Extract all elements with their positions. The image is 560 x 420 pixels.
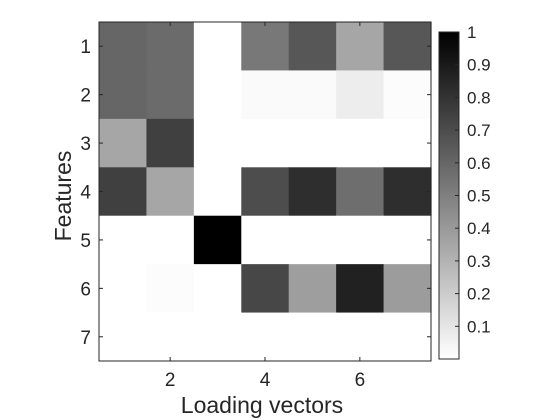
heatmap-cell — [193, 167, 242, 217]
heatmap-cell — [383, 167, 432, 217]
heatmap-cell — [288, 118, 337, 168]
colorbar-tick-label: 0.2 — [467, 285, 491, 304]
heatmap-cell — [241, 215, 290, 265]
colorbar-tick-label: 0.3 — [467, 252, 491, 271]
heatmap-cell — [241, 167, 290, 217]
y-tick-label: 6 — [80, 279, 91, 300]
heatmap-cell — [146, 167, 195, 217]
y-tick-label: 1 — [80, 37, 91, 58]
x-tick-label: 2 — [165, 370, 176, 391]
y-axis-label: Features — [50, 151, 76, 242]
x-tick-label: 6 — [355, 370, 366, 391]
heatmap-cell — [146, 264, 195, 314]
y-tick-label: 4 — [80, 183, 91, 204]
y-tick-label: 3 — [80, 134, 91, 155]
y-axis-ticks: 1 2 3 4 5 6 7 — [80, 37, 431, 349]
heatmap-cell — [241, 22, 290, 72]
colorbar-tick-label: 0.6 — [467, 154, 491, 173]
heatmap-cell — [288, 167, 337, 217]
heatmap-cell — [146, 70, 195, 120]
heatmap-cell — [383, 215, 432, 265]
heatmap-cell — [193, 312, 242, 362]
heatmap-cell — [99, 118, 148, 168]
heatmap-cell — [336, 118, 385, 168]
heatmap-cell — [193, 118, 242, 168]
heatmap-cell — [146, 312, 195, 362]
heatmap-cell — [241, 264, 290, 314]
colorbar-tick-label: 0.4 — [467, 219, 491, 238]
heatmap-cell — [383, 312, 432, 362]
heatmap-cell — [99, 167, 148, 217]
y-tick-label: 5 — [80, 231, 91, 252]
heatmap-cell — [288, 312, 337, 362]
colorbar-tick-label: 0.7 — [467, 121, 491, 140]
colorbar-ticks: 0.1 0.2 0.3 0.4 0.5 0.6 0.7 0.8 0.9 1 — [455, 23, 491, 336]
heatmap-cell — [99, 215, 148, 265]
heatmap-cell — [241, 118, 290, 168]
heatmap-cell — [336, 22, 385, 72]
heatmap-cell — [383, 118, 432, 168]
y-tick-label: 7 — [80, 328, 91, 349]
colorbar-tick-label: 0.5 — [467, 187, 491, 206]
heatmap-cell — [336, 264, 385, 314]
x-axis-ticks: 2 4 6 — [165, 22, 365, 391]
heatmap-cell — [99, 312, 148, 362]
heatmap-cell — [146, 118, 195, 168]
heatmap-cell — [193, 264, 242, 314]
colorbar-tick-label: 1 — [467, 23, 476, 42]
heatmap-cell — [193, 22, 242, 72]
x-tick-label: 4 — [260, 370, 271, 391]
heatmap-cell — [383, 22, 432, 72]
y-tick-label: 2 — [80, 86, 91, 107]
heatmap-cell — [336, 215, 385, 265]
heatmap-cell — [336, 312, 385, 362]
heatmap-cell — [383, 70, 432, 120]
heatmap-cell — [241, 312, 290, 362]
heatmap-cell — [193, 70, 242, 120]
x-axis-label: Loading vectors — [181, 392, 343, 418]
colorbar-tick-label: 0.9 — [467, 56, 491, 75]
heatmap-cell — [288, 264, 337, 314]
colorbar-tick-label: 0.8 — [467, 88, 491, 107]
heatmap-cell — [383, 264, 432, 314]
heatmap-cell — [146, 215, 195, 265]
heatmap-cell — [288, 70, 337, 120]
heatmap-cell — [288, 22, 337, 72]
heatmap-cell — [288, 215, 337, 265]
heatmap-cell — [336, 167, 385, 217]
heatmap-cells — [99, 22, 432, 362]
heatmap-cell — [99, 264, 148, 314]
colorbar-tick-label: 0.1 — [467, 317, 491, 336]
heatmap-cell — [241, 70, 290, 120]
heatmap-cell — [146, 22, 195, 72]
heatmap-cell — [193, 215, 242, 265]
heatmap-cell — [99, 22, 148, 72]
heatmap-cell — [336, 70, 385, 120]
heatmap-cell — [99, 70, 148, 120]
